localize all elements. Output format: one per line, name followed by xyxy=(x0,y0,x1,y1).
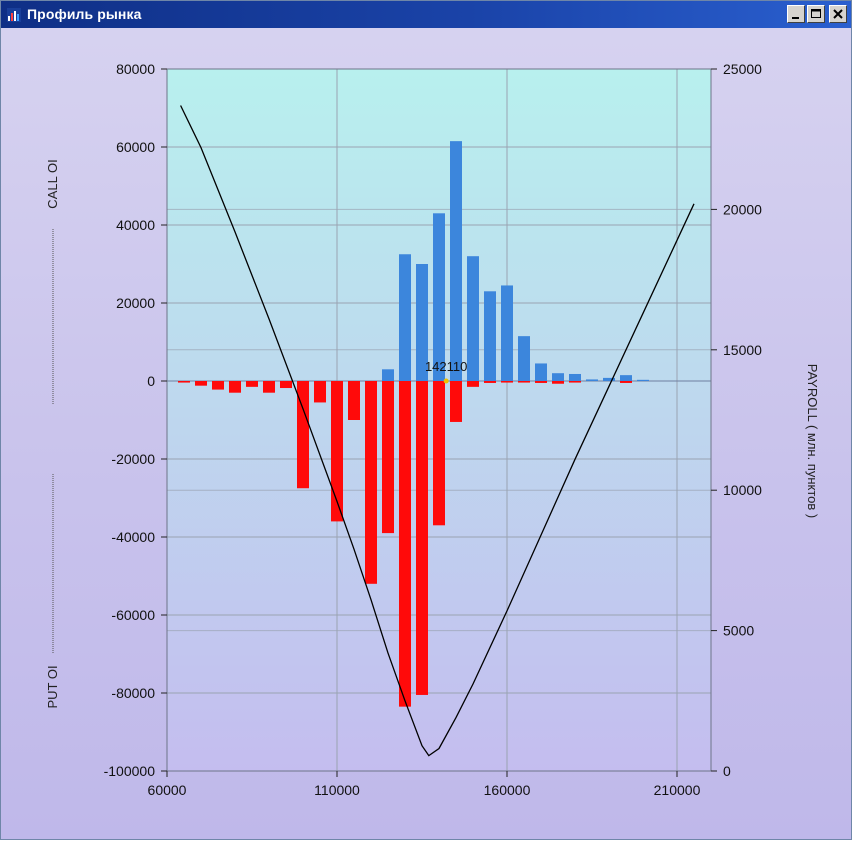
put-oi-bar xyxy=(552,381,564,384)
call-oi-bar xyxy=(467,256,479,381)
left-tick-label: 60000 xyxy=(116,139,155,155)
payroll-line xyxy=(180,105,695,757)
put-oi-bar xyxy=(331,381,343,522)
plot-frame xyxy=(166,68,712,772)
put-oi-bar xyxy=(416,381,428,695)
left-tick-label: 0 xyxy=(147,373,155,389)
right-tick-label: 10000 xyxy=(723,482,762,498)
maximize-button[interactable] xyxy=(807,5,825,23)
chart-area: 142110 80000 60000 40000 20000 0 -20000 -40000… xyxy=(1,29,851,839)
left-tick-label: 80000 xyxy=(116,61,155,77)
put-oi-bar xyxy=(297,381,309,489)
close-button[interactable] xyxy=(829,5,847,23)
market-profile-chart: 142110 80000 60000 40000 20000 0 -20000 -40000… xyxy=(45,61,820,798)
x-tick-label: 110000 xyxy=(314,782,360,798)
put-oi-bar xyxy=(484,381,496,383)
put-oi-bar xyxy=(433,381,445,526)
left-tick-label: 40000 xyxy=(116,217,155,233)
title-bar[interactable]: Профиль рынка xyxy=(1,1,851,28)
right-tick-label: 25000 xyxy=(723,61,762,77)
close-icon xyxy=(833,9,843,19)
call-oi-bar xyxy=(586,379,598,381)
put-oi-bar xyxy=(450,381,462,422)
right-tick-label: 0 xyxy=(723,763,731,779)
put-oi-bar xyxy=(399,381,411,707)
put-oi-bar xyxy=(569,381,581,383)
put-oi-label: PUT OI xyxy=(45,665,60,708)
minimize-button[interactable] xyxy=(787,5,805,23)
call-oi-bar xyxy=(501,285,513,381)
put-oi-label-group: PUT OI xyxy=(45,474,60,709)
x-tick-label: 60000 xyxy=(148,782,187,798)
left-tick-label: -60000 xyxy=(111,607,155,623)
put-oi-bar xyxy=(280,381,292,389)
maximize-icon xyxy=(811,9,821,18)
price-marker xyxy=(443,378,449,384)
call-oi-bar xyxy=(416,264,428,381)
right-tick-label: 20000 xyxy=(723,201,762,217)
put-oi-bar xyxy=(314,381,326,403)
x-axis: 60000 110000 160000 210000 xyxy=(148,771,701,798)
left-tick-label: 20000 xyxy=(116,295,155,311)
put-oi-bar xyxy=(212,381,224,390)
put-oi-bar xyxy=(518,381,530,383)
left-axis: 80000 60000 40000 20000 0 -20000 -40000 -60000 -… xyxy=(104,61,167,779)
right-tick-label: 15000 xyxy=(723,342,762,358)
call-oi-bar xyxy=(433,213,445,381)
put-oi-bar xyxy=(365,381,377,584)
put-oi-bar xyxy=(535,381,547,383)
call-oi-bar xyxy=(450,141,462,381)
call-oi-label: CALL OI xyxy=(45,159,60,208)
minimize-icon xyxy=(792,17,799,19)
put-oi-bar xyxy=(229,381,241,393)
left-tick-label: -40000 xyxy=(111,529,155,545)
price-annotation: 142110 xyxy=(425,359,467,374)
right-axis-label: PAYROLL ( млн. пунктов ) xyxy=(805,364,820,518)
call-oi-bar xyxy=(603,377,615,381)
call-oi-bar xyxy=(535,363,547,381)
put-oi-bar xyxy=(467,381,479,387)
chart-app-icon xyxy=(7,8,21,22)
put-oi-bar xyxy=(246,381,258,387)
left-tick-label: -100000 xyxy=(104,763,156,779)
call-oi-bar xyxy=(569,373,581,381)
call-oi-bar xyxy=(637,379,649,381)
call-oi-bar xyxy=(382,369,394,381)
x-tick-label: 160000 xyxy=(484,782,531,798)
put-oi-bar xyxy=(263,381,275,393)
call-oi-bar xyxy=(552,373,564,381)
right-tick-label: 5000 xyxy=(723,623,754,639)
payroll-line-layer xyxy=(180,105,695,757)
put-oi-bar xyxy=(195,381,207,386)
put-oi-bar xyxy=(501,381,513,383)
put-oi-bar xyxy=(178,381,190,383)
bars-layer: 142110 xyxy=(178,141,649,707)
put-oi-bar xyxy=(620,381,632,383)
call-oi-bar xyxy=(484,291,496,381)
window-title: Профиль рынка xyxy=(27,6,142,22)
put-oi-bar xyxy=(348,381,360,420)
call-oi-bar xyxy=(620,375,632,381)
call-oi-bar xyxy=(518,336,530,381)
left-tick-label: -20000 xyxy=(111,451,155,467)
right-axis: 25000 20000 15000 10000 5000 0 xyxy=(711,61,762,779)
call-oi-bar xyxy=(399,254,411,381)
left-tick-label: -80000 xyxy=(111,685,155,701)
put-oi-bar xyxy=(382,381,394,534)
x-tick-label: 210000 xyxy=(654,782,701,798)
call-oi-label-group: CALL OI xyxy=(45,159,60,405)
